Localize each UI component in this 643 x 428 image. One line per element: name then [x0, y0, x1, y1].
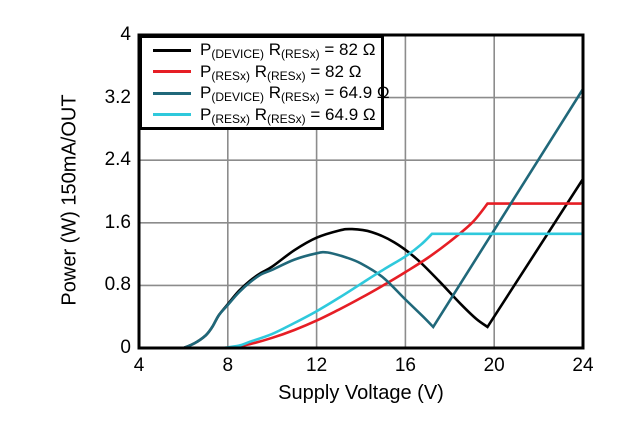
legend-label-text: = 82 Ω	[319, 40, 376, 60]
legend-label-subscript: (RESx)	[267, 68, 306, 83]
legend-label-text: P	[200, 40, 212, 60]
series-path-2	[229, 202, 583, 348]
legend-item: P(RESx) R(RESx) = 82 Ω	[142, 61, 381, 83]
legend-label-text: = 64.9 Ω	[305, 104, 376, 124]
x-tick-label: 24	[572, 355, 594, 376]
legend-label-subscript: (RESx)	[211, 68, 251, 83]
legend-label-text: P	[200, 61, 212, 81]
legend-label: P(RESx) R(RESx) = 64.9 Ω	[200, 104, 376, 126]
legend-line-swatch	[153, 91, 191, 95]
y-tick-label: 0	[120, 337, 131, 358]
legend-item: P(RESx) R(RESx) = 64.9 Ω	[142, 104, 381, 126]
x-tick-label: 16	[394, 355, 416, 376]
y-tick-label: 2.4	[104, 149, 131, 171]
y-tick-label: 4	[120, 24, 131, 45]
y-tick-label: 3.2	[104, 86, 131, 108]
legend-label-text: = 82 Ω	[305, 61, 362, 81]
legend-label-text: R	[250, 104, 268, 124]
x-tick-label: 20	[483, 355, 505, 376]
legend-label: P(DEVICE) R(RESx) = 64.9 Ω	[200, 83, 390, 105]
series-path-4	[223, 232, 583, 348]
y-tick-label: 1.6	[104, 211, 131, 233]
legend-line-swatch	[153, 70, 191, 74]
legend-item: P(DEVICE) R(RESx) = 64.9 Ω	[142, 83, 390, 104]
legend-label-text: P	[200, 104, 212, 124]
legend-label-subscript: (RESx)	[267, 111, 306, 126]
legend-label-text: P	[200, 83, 212, 103]
legend-label: P(DEVICE) R(RESx) = 82 Ω	[200, 40, 376, 62]
legend-line-swatch	[153, 113, 191, 117]
x-tick-label: 8	[222, 355, 234, 376]
x-axis-title: Supply Voltage (V)	[278, 382, 444, 404]
legend-label-subscript: (DEVICE)	[211, 47, 265, 62]
chart-legend: P(DEVICE) R(RESx) = 82 Ω P(RESx) R(RESx) …	[139, 35, 390, 130]
legend-label-subscript: (RESx)	[211, 111, 251, 126]
x-tick-label: 4	[133, 355, 145, 376]
legend-label: P(RESx) R(RESx) = 82 Ω	[200, 61, 362, 83]
legend-label-subscript: (DEVICE)	[211, 90, 265, 105]
y-tick-label: 0.8	[104, 274, 131, 296]
x-tick-label: 12	[306, 355, 328, 376]
series-path-3	[182, 88, 583, 348]
legend-label-text: R	[264, 40, 282, 60]
legend-label-text: R	[250, 61, 268, 81]
legend-item: P(DEVICE) R(RESx) = 82 Ω	[142, 40, 381, 61]
y-axis-title: Power (W) 150mA/OUT	[58, 94, 81, 306]
legend-line-swatch	[153, 48, 191, 52]
legend-label-subscript: (RESx)	[281, 47, 320, 62]
legend-label-text: = 64.9 Ω	[319, 83, 390, 103]
legend-label-subscript: (RESx)	[281, 90, 320, 105]
legend-label-text: R	[264, 83, 282, 103]
